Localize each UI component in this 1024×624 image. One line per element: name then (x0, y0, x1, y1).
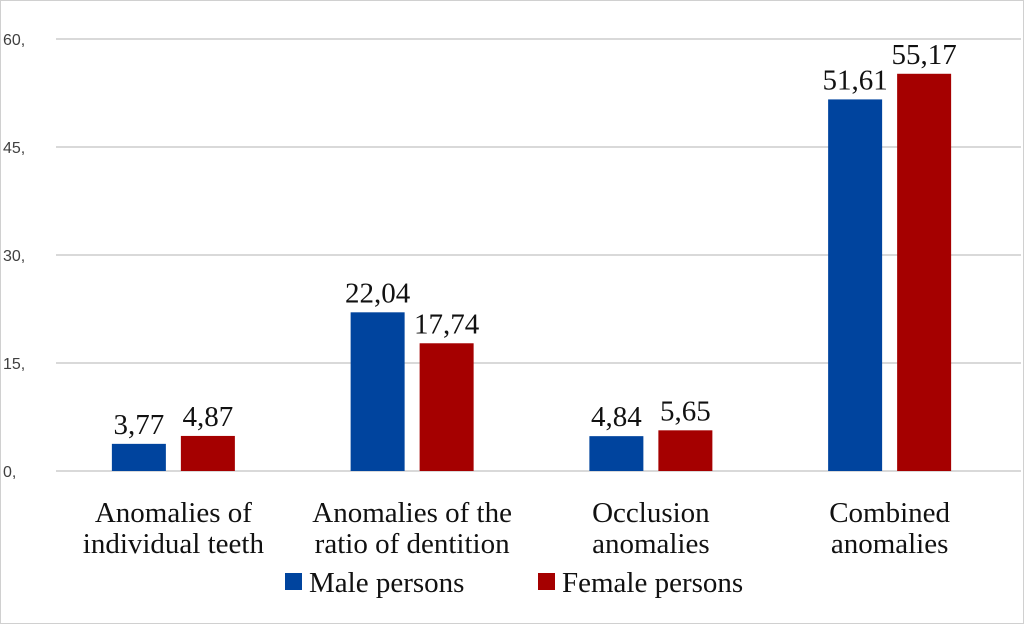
x-tick-label: Occlusion (592, 497, 710, 529)
legend-swatch (285, 573, 302, 590)
bar-female (897, 73, 952, 471)
y-tick-label: 0, (3, 464, 16, 481)
data-label: 4,84 (591, 401, 642, 433)
data-label: 5,65 (660, 395, 711, 427)
x-tick-label: anomalies (831, 528, 949, 560)
x-tick-label: ratio of dentition (315, 528, 510, 560)
x-tick-label: anomalies (592, 528, 710, 560)
bar-male (111, 443, 166, 471)
bar-male (828, 99, 883, 472)
bar-male (589, 436, 644, 471)
data-label: 51,61 (823, 64, 888, 96)
legend-label: Male persons (309, 567, 464, 599)
y-tick-label: 60, (3, 32, 25, 49)
x-tick-label: Combined (829, 497, 950, 529)
data-label: 4,87 (183, 401, 234, 433)
y-tick-label: 15, (3, 356, 25, 373)
data-label: 22,04 (345, 277, 411, 309)
y-tick-label: 45, (3, 140, 25, 157)
x-tick-label: individual teeth (83, 528, 265, 560)
bar-female (658, 430, 713, 471)
y-tick-label: 30, (3, 248, 25, 265)
data-label: 17,74 (414, 308, 480, 340)
data-label: 3,77 (114, 409, 165, 441)
bar-female (180, 435, 235, 471)
data-label: 55,17 (892, 39, 957, 71)
bar-male (350, 312, 405, 471)
bar-female (419, 343, 474, 471)
x-tick-label: Anomalies of the (312, 497, 512, 529)
legend-swatch (538, 573, 555, 590)
legend-label: Female persons (562, 567, 743, 599)
x-tick-label: Anomalies of (95, 497, 252, 529)
